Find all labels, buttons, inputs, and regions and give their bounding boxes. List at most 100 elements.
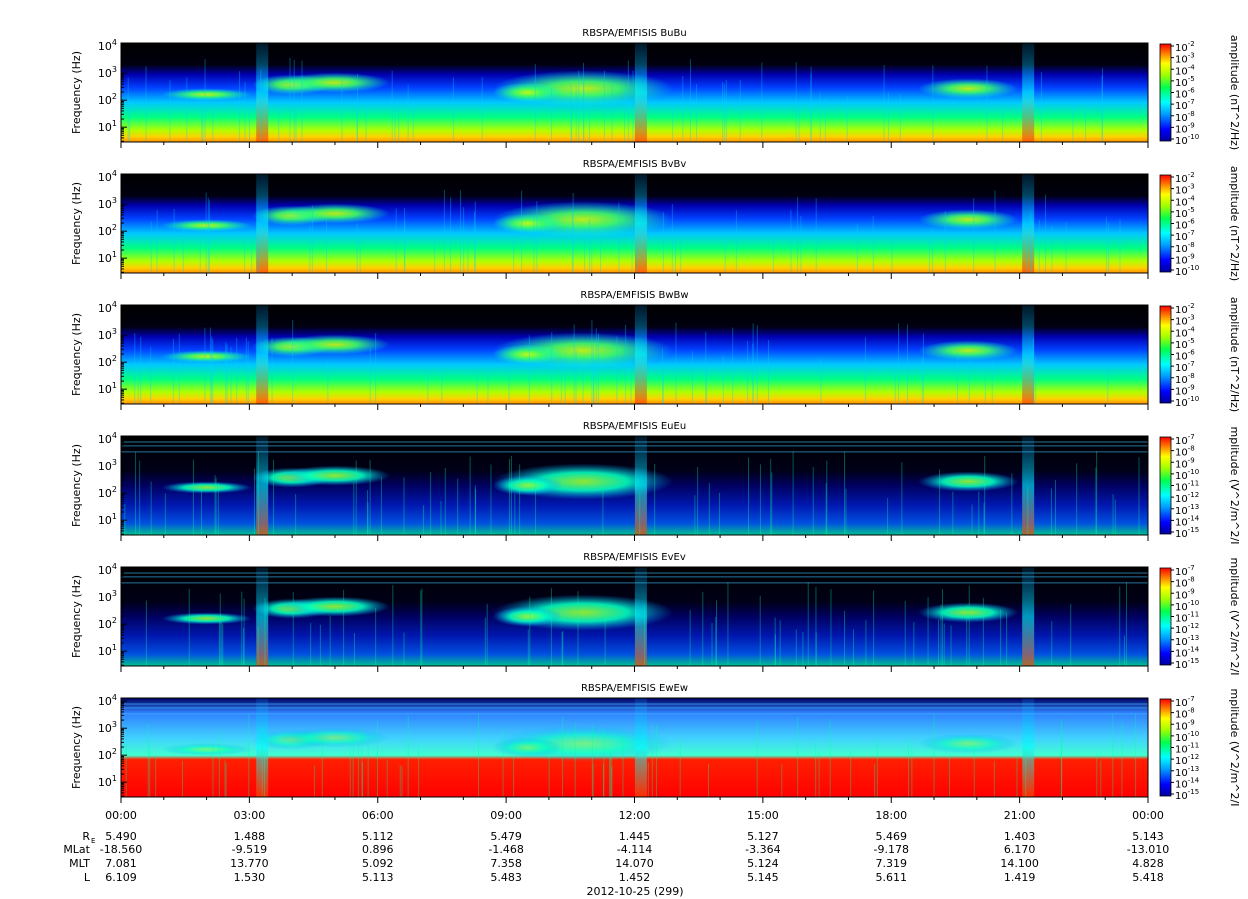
emission-feature bbox=[918, 733, 1019, 754]
colorbar-tick-label: 10-7 bbox=[1175, 360, 1195, 374]
colorbar-tick-label: 10-7 bbox=[1175, 433, 1195, 447]
colorbar-tick-label: 10-10 bbox=[1175, 395, 1199, 409]
colorbar-tick-label: 10-8 bbox=[1175, 241, 1195, 255]
colorbar-tick-label: 10-9 bbox=[1175, 456, 1195, 470]
perigee-burst bbox=[1022, 43, 1035, 142]
xtick-label: 18:00 bbox=[875, 809, 907, 822]
ephem-label-mlat: MLat bbox=[63, 843, 90, 856]
emission-feature bbox=[492, 344, 563, 365]
emission-feature bbox=[279, 72, 390, 93]
perigee-burst bbox=[256, 305, 269, 404]
colorbar-tick-label: 10-8 bbox=[1175, 110, 1195, 124]
ytick-label: 103 bbox=[98, 720, 117, 735]
time-axis: 00:00 03:00 06:00 09:00 12:00 15:00 18:00 21:00… bbox=[105, 809, 1164, 822]
ephem-value: 1.530 bbox=[234, 871, 266, 884]
ylabel: Frequency (Hz) bbox=[70, 51, 83, 134]
perigee-burst bbox=[256, 43, 269, 142]
colorbar-tick-label: 10-14 bbox=[1175, 514, 1200, 528]
perigee-burst bbox=[256, 174, 269, 273]
xtick-label: 21:00 bbox=[1004, 809, 1036, 822]
colorbar bbox=[1159, 43, 1172, 142]
ytick-label: 101 bbox=[98, 119, 117, 134]
ylabel: Frequency (Hz) bbox=[70, 706, 83, 789]
colorbar bbox=[1159, 698, 1172, 797]
emission-feature bbox=[492, 606, 563, 627]
colorbar-tick-label: 10-7 bbox=[1175, 229, 1195, 243]
colorbar-tick-label: 10-10 bbox=[1175, 264, 1199, 278]
ephem-value: -18.560 bbox=[100, 843, 142, 856]
perigee-burst bbox=[1022, 436, 1035, 535]
perigee-burst bbox=[1022, 698, 1035, 797]
date-label: 2012-10-25 (299) bbox=[586, 885, 683, 898]
perigee-burst bbox=[256, 698, 269, 797]
panel-4: RBSPA/EMFISIS EuEu 101 102 103 104 Frequency … bbox=[70, 421, 1241, 544]
perigee-burst bbox=[256, 436, 269, 535]
emission-feature bbox=[161, 612, 252, 625]
colorbar-tick-label: 10-6 bbox=[1175, 218, 1195, 232]
ephemeris-table: R E MLat MLT L 5.490 1.488 5.112 5.479 1.445… bbox=[63, 830, 1169, 884]
ytick-label: 103 bbox=[98, 458, 117, 473]
ylabel: Frequency (Hz) bbox=[70, 182, 83, 265]
colorbar-tick-label: 10-13 bbox=[1175, 503, 1199, 517]
panel-title: RBSPA/EMFISIS BwBw bbox=[580, 290, 688, 301]
ephem-value: 4.828 bbox=[1132, 857, 1164, 870]
panel-2: RBSPA/EMFISIS BvBv 101 102 103 104 Frequency … bbox=[70, 159, 1241, 281]
ytick-label: 104 bbox=[98, 693, 117, 708]
ephem-value: 13.770 bbox=[230, 857, 269, 870]
ytick-label: 102 bbox=[98, 485, 117, 500]
ephem-value: 5.490 bbox=[105, 830, 137, 843]
colorbar-tick-label: 10-7 bbox=[1175, 98, 1195, 112]
perigee-burst bbox=[1022, 567, 1035, 666]
colorbar-tick-label: 10-15 bbox=[1175, 657, 1199, 671]
ephem-value: 5.469 bbox=[876, 830, 908, 843]
colorbar-tick-label: 10-4 bbox=[1175, 194, 1195, 208]
ytick-label: 104 bbox=[98, 38, 117, 53]
ephem-value: 5.145 bbox=[747, 871, 779, 884]
colorbar-tick-label: 10-4 bbox=[1175, 63, 1195, 77]
ephem-value: 14.070 bbox=[615, 857, 654, 870]
colorbar-tick-label: 10-3 bbox=[1175, 52, 1195, 66]
ytick-label: 104 bbox=[98, 562, 117, 577]
ephem-value: -9.178 bbox=[874, 843, 909, 856]
colorbar-tick-label: 10-4 bbox=[1175, 325, 1195, 339]
ephem-value: 5.418 bbox=[1132, 871, 1164, 884]
perigee-burst bbox=[256, 567, 269, 666]
colorbar-label: amplitude (nT^2/Hz) bbox=[1228, 166, 1241, 281]
ephem-value: 1.445 bbox=[619, 830, 651, 843]
colorbar-tick-label: 10-2 bbox=[1175, 40, 1195, 54]
ytick-label: 101 bbox=[98, 381, 117, 396]
colorbar-tick-label: 10-14 bbox=[1175, 776, 1200, 790]
colorbar-tick-label: 10-5 bbox=[1175, 337, 1195, 351]
ytick-label: 101 bbox=[98, 643, 117, 658]
colorbar-tick-label: 10-9 bbox=[1175, 587, 1195, 601]
colorbar bbox=[1159, 567, 1172, 666]
emission-feature bbox=[279, 465, 390, 486]
ytick-label: 101 bbox=[98, 250, 117, 265]
emission-feature bbox=[492, 737, 563, 758]
colorbar-tick-label: 10-15 bbox=[1175, 526, 1199, 540]
ylabel: Frequency (Hz) bbox=[70, 444, 83, 527]
ephem-label-l: L bbox=[84, 871, 91, 884]
ephem-value: 5.611 bbox=[876, 871, 908, 884]
ephem-value: 5.092 bbox=[362, 857, 394, 870]
ephem-label-re: R bbox=[82, 830, 90, 843]
colorbar-tick-label: 10-12 bbox=[1175, 753, 1199, 767]
colorbar-tick-label: 10-11 bbox=[1175, 611, 1199, 625]
emission-feature bbox=[918, 471, 1019, 492]
colorbar-tick-label: 10-13 bbox=[1175, 765, 1199, 779]
colorbar-tick-label: 10-10 bbox=[1175, 133, 1199, 147]
colorbar-tick-label: 10-7 bbox=[1175, 695, 1195, 709]
ephem-value: -1.468 bbox=[488, 843, 523, 856]
panel-title: RBSPA/EMFISIS EvEv bbox=[583, 552, 686, 563]
ytick-label: 103 bbox=[98, 65, 117, 80]
emission-feature bbox=[279, 334, 390, 355]
ephem-value: 5.112 bbox=[362, 830, 394, 843]
xtick-label: 03:00 bbox=[234, 809, 266, 822]
perigee-burst bbox=[634, 567, 647, 666]
colorbar-tick-label: 10-2 bbox=[1175, 302, 1195, 316]
ephem-value: -4.114 bbox=[617, 843, 652, 856]
ytick-label: 101 bbox=[98, 512, 117, 527]
xtick-label: 00:00 bbox=[105, 809, 137, 822]
ephem-value: -9.519 bbox=[232, 843, 267, 856]
perigee-burst bbox=[1022, 305, 1035, 404]
